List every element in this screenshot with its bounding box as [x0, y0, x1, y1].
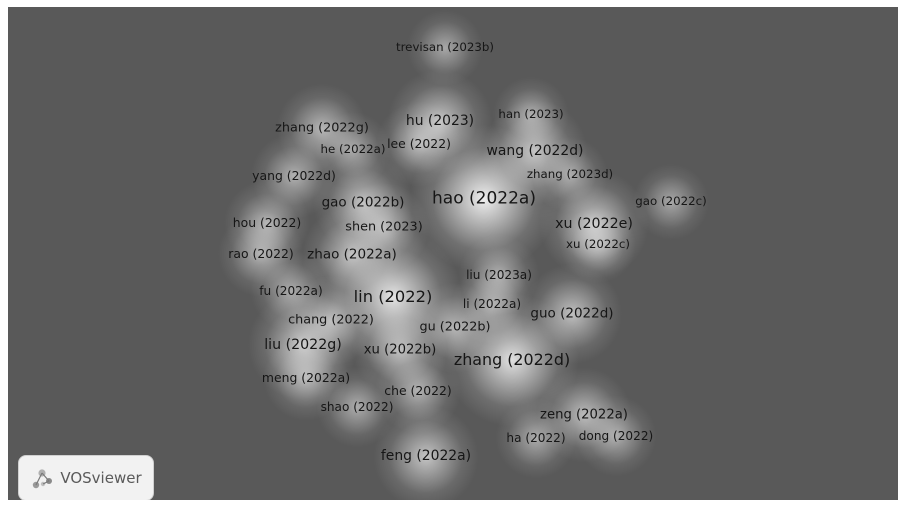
item-label[interactable]: wang (2022d)	[486, 143, 584, 160]
item-label[interactable]: shen (2023)	[345, 219, 423, 235]
item-label[interactable]: rao (2022)	[228, 245, 294, 261]
item-label[interactable]: gao (2022c)	[635, 194, 707, 209]
density-glow	[373, 404, 479, 500]
density-glow	[495, 397, 577, 479]
density-glow	[316, 366, 398, 448]
item-label[interactable]: he (2022a)	[320, 142, 386, 157]
item-label[interactable]: ha (2022)	[506, 430, 566, 445]
item-label[interactable]: che (2022)	[384, 382, 452, 398]
item-label[interactable]: zhang (2022g)	[275, 120, 369, 136]
item-label[interactable]: zhang (2023d)	[526, 167, 614, 182]
item-label[interactable]: han (2023)	[498, 107, 564, 122]
item-label[interactable]: xu (2022b)	[363, 342, 437, 358]
item-label[interactable]: yang (2022d)	[252, 167, 336, 183]
item-label[interactable]: hu (2023)	[405, 113, 475, 130]
item-label[interactable]: lin (2022)	[353, 286, 433, 306]
item-label[interactable]: feng (2022a)	[380, 448, 472, 465]
item-label[interactable]: shao (2022)	[320, 399, 394, 414]
item-label[interactable]: lee (2022)	[387, 135, 451, 151]
item-label[interactable]: gao (2022b)	[321, 194, 405, 211]
item-label[interactable]: fu (2022a)	[259, 283, 323, 298]
density-map-canvas[interactable]: trevisan (2023b) han (2023) hu (2023) zhang…	[8, 7, 898, 500]
logo-text: VOSviewer	[60, 469, 142, 487]
density-glow	[410, 125, 558, 273]
vosviewer-logo-icon	[33, 469, 53, 489]
vosviewer-logo[interactable]: VOSviewer	[18, 455, 154, 500]
item-label[interactable]: zhao (2022a)	[307, 246, 397, 263]
item-label[interactable]: hao (2022a)	[432, 188, 536, 209]
item-label[interactable]: xu (2022e)	[555, 215, 633, 232]
item-label[interactable]: liu (2022g)	[264, 336, 342, 353]
density-glow	[575, 395, 657, 477]
item-label[interactable]: dong (2022)	[578, 428, 654, 443]
item-label[interactable]: liu (2023a)	[466, 267, 532, 282]
item-label[interactable]: hou (2022)	[232, 214, 302, 230]
item-label[interactable]: zeng (2022a)	[540, 407, 628, 423]
item-label[interactable]: chang (2022)	[288, 312, 374, 328]
item-label[interactable]: trevisan (2023b)	[395, 40, 495, 55]
item-label[interactable]: guo (2022d)	[530, 305, 614, 322]
item-label[interactable]: meng (2022a)	[261, 369, 351, 385]
density-glow	[560, 207, 636, 283]
item-label[interactable]: xu (2022c)	[566, 237, 630, 252]
density-glow-layer	[218, 10, 709, 500]
density-glow	[407, 10, 483, 86]
density-glow	[633, 164, 709, 240]
item-label[interactable]: gu (2022b)	[419, 319, 491, 335]
item-label[interactable]: zhang (2022d)	[453, 350, 571, 370]
item-label[interactable]: li (2022a)	[462, 296, 522, 311]
